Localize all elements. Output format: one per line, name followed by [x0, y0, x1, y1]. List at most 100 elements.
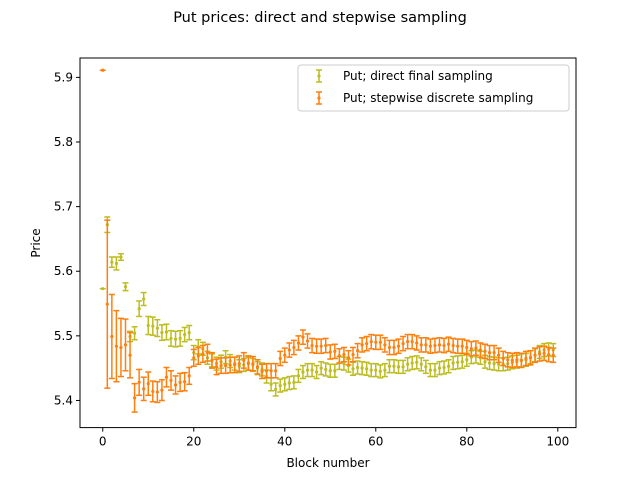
- point-marker: [224, 363, 228, 368]
- point-marker: [374, 368, 378, 372]
- point-marker: [433, 343, 437, 348]
- data-point: [277, 350, 284, 367]
- data-point: [168, 329, 175, 347]
- point-marker: [183, 332, 187, 337]
- point-marker: [360, 366, 364, 370]
- data-point: [113, 256, 120, 271]
- data-point: [504, 351, 511, 368]
- point-marker: [392, 345, 396, 350]
- point-marker: [205, 351, 210, 355]
- data-point: [390, 359, 397, 374]
- point-marker: [315, 344, 319, 348]
- data-point: [199, 344, 206, 364]
- data-point: [422, 337, 429, 353]
- data-point: [177, 329, 184, 347]
- data-point: [268, 377, 275, 392]
- point-marker: [442, 365, 446, 370]
- point-marker: [501, 356, 505, 361]
- point-marker: [319, 366, 323, 370]
- point-marker: [119, 345, 123, 350]
- x-tick-label: 80: [459, 435, 474, 449]
- data-point: [154, 318, 161, 338]
- point-marker: [465, 345, 469, 350]
- point-marker: [351, 367, 355, 371]
- point-marker: [305, 368, 310, 372]
- data-point: [354, 342, 361, 359]
- data-point: [495, 347, 502, 364]
- data-point: [136, 300, 143, 318]
- point-marker: [301, 370, 305, 374]
- point-marker: [360, 343, 364, 347]
- point-marker: [155, 390, 159, 394]
- legend-handle-marker: [317, 74, 321, 78]
- data-point: [122, 282, 129, 292]
- data-point: [459, 338, 466, 355]
- point-marker: [164, 330, 169, 334]
- legend-label: Put; direct final sampling: [343, 69, 493, 83]
- data-point: [254, 359, 261, 375]
- point-marker: [487, 351, 492, 355]
- data-point: [190, 348, 197, 367]
- series-1: [99, 216, 557, 397]
- data-point: [299, 329, 306, 345]
- data-point: [286, 342, 293, 358]
- point-marker: [497, 353, 501, 357]
- data-point: [359, 337, 366, 353]
- legend: Put; direct final sampling Put; stepwise …: [297, 64, 570, 112]
- data-point: [99, 68, 106, 72]
- data-point: [136, 368, 143, 397]
- point-marker: [365, 367, 369, 371]
- point-marker: [292, 380, 296, 384]
- point-marker: [524, 356, 528, 361]
- point-marker: [214, 365, 219, 369]
- point-marker: [173, 383, 178, 387]
- data-point: [290, 375, 297, 390]
- point-marker: [451, 361, 455, 365]
- point-marker: [369, 340, 373, 344]
- plot-frame: [79, 57, 577, 429]
- point-marker: [451, 343, 455, 348]
- data-point: [249, 355, 256, 372]
- point-marker: [460, 360, 464, 364]
- data-point: [145, 371, 152, 397]
- point-marker: [228, 363, 232, 367]
- data-point: [418, 357, 425, 372]
- point-marker: [528, 356, 533, 360]
- chart-title: Put prices: direct and stepwise sampling: [173, 10, 467, 26]
- point-marker: [319, 344, 323, 348]
- point-marker: [128, 353, 132, 357]
- data-point: [231, 356, 238, 374]
- point-marker: [374, 340, 378, 344]
- point-marker: [328, 369, 332, 373]
- point-marker: [123, 343, 128, 347]
- x-tick-label: 100: [546, 435, 569, 449]
- data-point: [108, 293, 115, 380]
- data-point: [304, 333, 311, 349]
- data-point: [450, 355, 457, 371]
- point-marker: [246, 361, 250, 365]
- data-point: [477, 342, 484, 358]
- point-marker: [342, 352, 346, 357]
- point-marker: [269, 382, 273, 386]
- data-point: [281, 347, 288, 364]
- point-marker: [315, 370, 319, 374]
- data-point: [222, 357, 229, 375]
- data-point: [395, 359, 402, 375]
- point-marker: [355, 349, 360, 353]
- point-marker: [355, 365, 360, 370]
- data-point: [149, 316, 156, 336]
- point-marker: [283, 382, 287, 386]
- point-marker: [155, 326, 159, 330]
- point-marker: [164, 375, 169, 379]
- data-point: [127, 331, 134, 379]
- data-point: [163, 323, 170, 341]
- point-marker: [483, 349, 487, 353]
- series-2: [99, 68, 557, 413]
- point-marker: [442, 343, 446, 348]
- data-point: [500, 350, 507, 367]
- data-point: [195, 346, 202, 366]
- data-point: [463, 339, 470, 356]
- point-marker: [264, 369, 269, 373]
- data-point: [331, 363, 338, 378]
